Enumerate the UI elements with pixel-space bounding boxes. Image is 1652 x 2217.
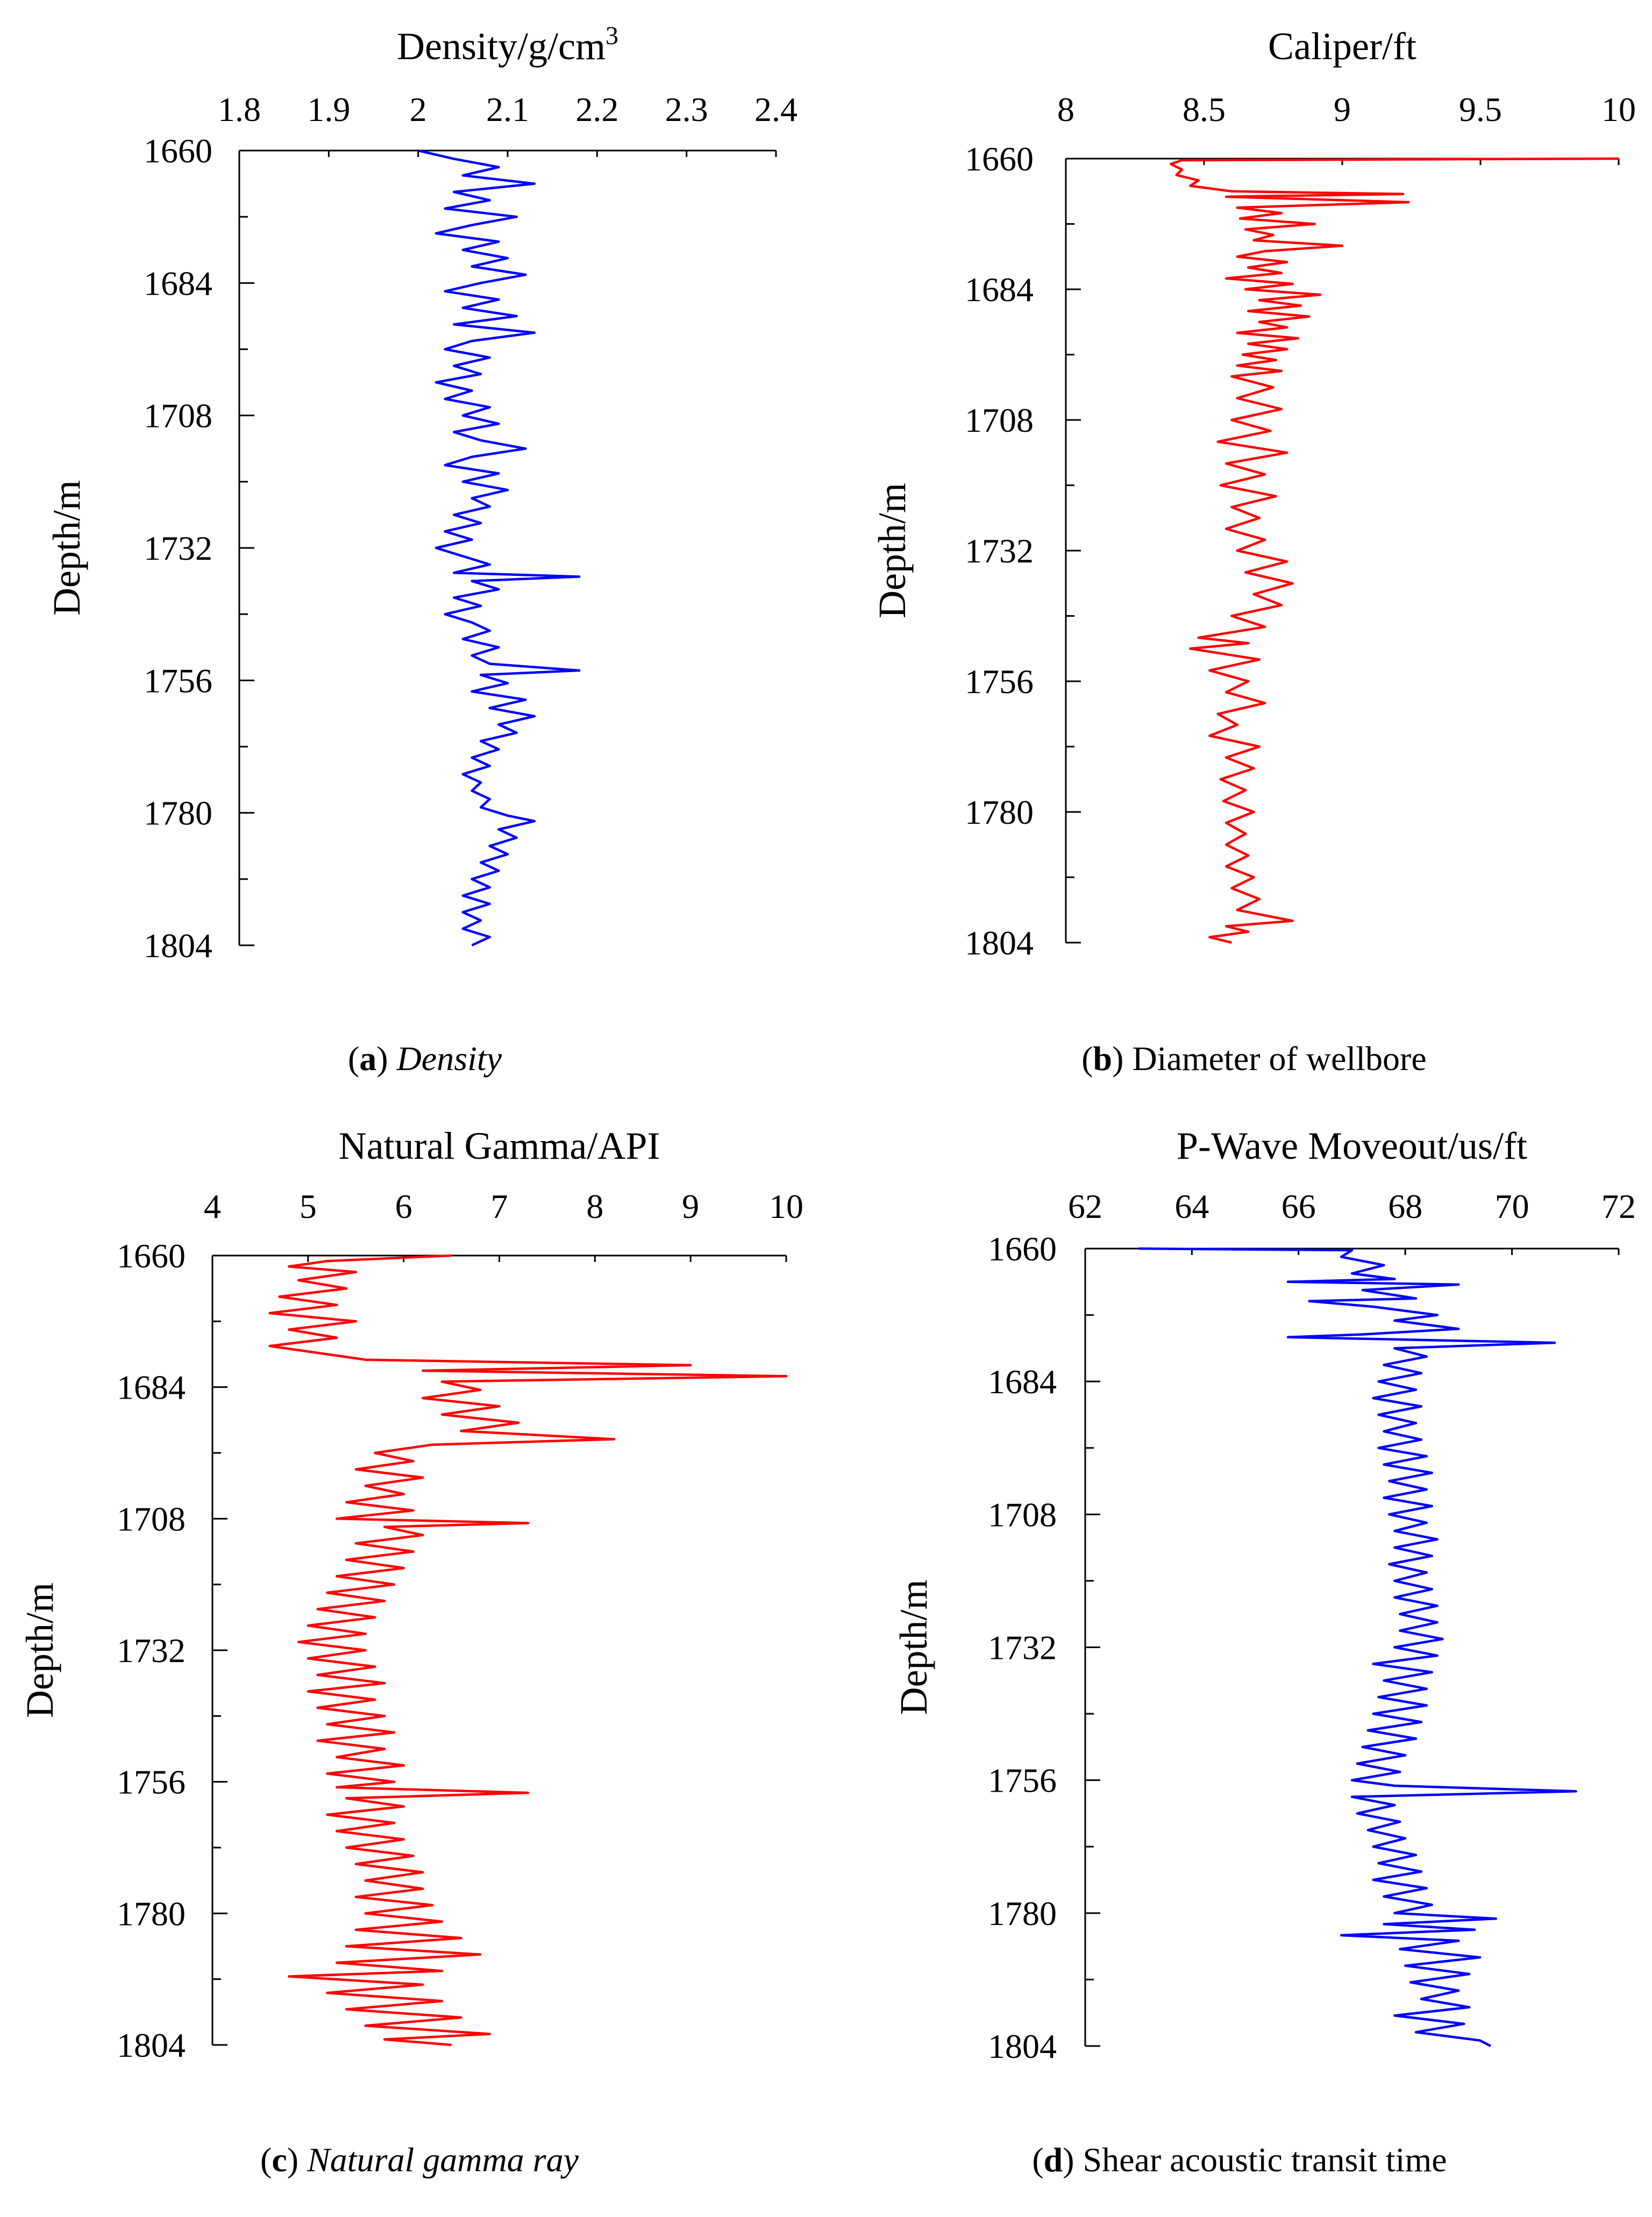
x-tick-label: 1.8 (218, 90, 261, 129)
caption-close: ) (1112, 1039, 1124, 1078)
x-tick-label: 8.5 (1183, 90, 1226, 129)
caption-open: ( (1032, 2141, 1044, 2179)
y-axis-label: Depth/m (45, 480, 88, 616)
x-tick-label: 1.9 (307, 90, 350, 129)
caption-open: ( (347, 1039, 360, 1078)
panel-p-wave-moveout: P-Wave Moveout/us/ft 62 64 66 68 70 72 1660 1684… (892, 1124, 1636, 2065)
y-tick-label: 1804 (965, 924, 1034, 962)
y-tick-label: 1804 (144, 926, 212, 965)
x-tick-label: 10 (1601, 90, 1636, 129)
y-tick-label: 1732 (965, 532, 1034, 570)
caption-close: ) (1063, 2141, 1074, 2179)
x-tick-label: 8 (1057, 90, 1074, 129)
y-tick-label: 1732 (144, 529, 212, 567)
x-tick-label: 2.4 (754, 90, 797, 129)
caption-letter: c (272, 2141, 287, 2179)
x-tick-label: 10 (769, 1187, 803, 1225)
caption-letter: a (359, 1039, 377, 1078)
series-line-natural-gamma (268, 1254, 788, 2047)
y-tick-label: 1660 (117, 1237, 186, 1275)
panel-caliper: Caliper/ft 8 8.5 9 9.5 10 1660 1684 1708 1732 1756… (871, 25, 1636, 962)
x-tick-label: 70 (1495, 1187, 1529, 1225)
y-tick-label: 1780 (144, 794, 212, 832)
y-tick-label: 1780 (117, 1894, 186, 1933)
panel-density: Density/g/cm3 1.8 1.9 2 2.1 2.2 2.3 2.4 1660 1684… (45, 22, 797, 965)
caption-text: Natural gamma ray (307, 2141, 579, 2179)
caption-close: ) (287, 2141, 299, 2179)
caption-text: Diameter of wellbore (1132, 1039, 1427, 1078)
x-tick-label: 8 (586, 1187, 603, 1225)
x-tick-label: 6 (395, 1187, 412, 1225)
y-tick-label: 1708 (117, 1500, 186, 1538)
y-tick-label: 1708 (988, 1495, 1057, 1534)
caption-a: (a) Density (348, 1039, 502, 1079)
y-tick-label: 1708 (965, 401, 1034, 439)
y-tick-label: 1660 (965, 140, 1034, 178)
y-tick-label: 1732 (988, 1629, 1057, 1667)
y-axis-label: Depth/m (18, 1582, 61, 1718)
y-tick-label: 1804 (117, 2026, 186, 2064)
x-tick-label: 2.1 (486, 90, 529, 129)
y-tick-label: 1804 (988, 2027, 1057, 2065)
caption-text: Density (396, 1039, 502, 1078)
x-tick-label: 62 (1068, 1187, 1102, 1225)
y-tick-label: 1756 (988, 1762, 1057, 1800)
x-tick-label: 9 (1334, 90, 1351, 129)
x-tick-label: 2.2 (575, 90, 618, 129)
y-tick-label: 1756 (144, 661, 212, 700)
panel-natural-gamma: Natural Gamma/API 4 5 6 7 8 9 10 1660 1684 1708 173… (18, 1124, 803, 2064)
caption-c: (c) Natural gamma ray (260, 2140, 579, 2180)
y-tick-label: 1684 (144, 264, 212, 302)
caption-text: Shear acoustic transit time (1083, 2141, 1447, 2179)
y-tick-label: 1780 (965, 793, 1034, 831)
y-tick-label: 1756 (117, 1763, 186, 1801)
x-tick-label: 9 (682, 1187, 699, 1225)
series-line-p-wave-moveout (1138, 1247, 1577, 2047)
caption-open: ( (1081, 1039, 1093, 1078)
x-tick-label: 9.5 (1459, 90, 1502, 129)
y-tick-label: 1756 (965, 662, 1034, 701)
axis-title: Caliper/ft (1268, 25, 1416, 68)
caption-close: ) (376, 1039, 388, 1078)
y-tick-label: 1660 (144, 132, 212, 170)
y-tick-label: 1684 (988, 1363, 1057, 1401)
caption-letter: d (1043, 2141, 1063, 2179)
caption-letter: b (1093, 1039, 1113, 1078)
x-tick-label: 4 (204, 1187, 221, 1225)
x-tick-label: 68 (1388, 1187, 1422, 1225)
x-tick-label: 64 (1174, 1187, 1209, 1225)
x-tick-label: 7 (491, 1187, 508, 1225)
y-tick-label: 1732 (117, 1631, 186, 1670)
y-tick-label: 1780 (988, 1894, 1057, 1933)
caption-d: (d) Shear acoustic transit time (1032, 2140, 1447, 2180)
x-tick-label: 2.3 (665, 90, 708, 129)
series-line-density (418, 149, 581, 947)
caption-open: ( (260, 2141, 272, 2179)
x-tick-label: 5 (300, 1187, 317, 1225)
series-line-caliper (1170, 157, 1619, 944)
x-tick-label: 72 (1601, 1187, 1636, 1225)
caption-b: (b) Diameter of wellbore (1081, 1039, 1427, 1079)
axis-title: Natural Gamma/API (339, 1124, 660, 1167)
y-tick-label: 1660 (988, 1230, 1057, 1268)
axis-title: P-Wave Moveout/us/ft (1177, 1124, 1527, 1167)
y-tick-label: 1684 (117, 1368, 186, 1407)
x-tick-label: 2 (410, 90, 427, 129)
y-axis-label: Depth/m (892, 1580, 935, 1715)
x-tick-label: 66 (1281, 1187, 1316, 1225)
y-tick-label: 1684 (965, 270, 1034, 309)
y-axis-label: Depth/m (871, 483, 914, 618)
y-tick-label: 1708 (144, 397, 212, 435)
axis-title-superscript: 3 (606, 22, 618, 50)
axis-title: Density/g/cm3 (397, 22, 618, 68)
